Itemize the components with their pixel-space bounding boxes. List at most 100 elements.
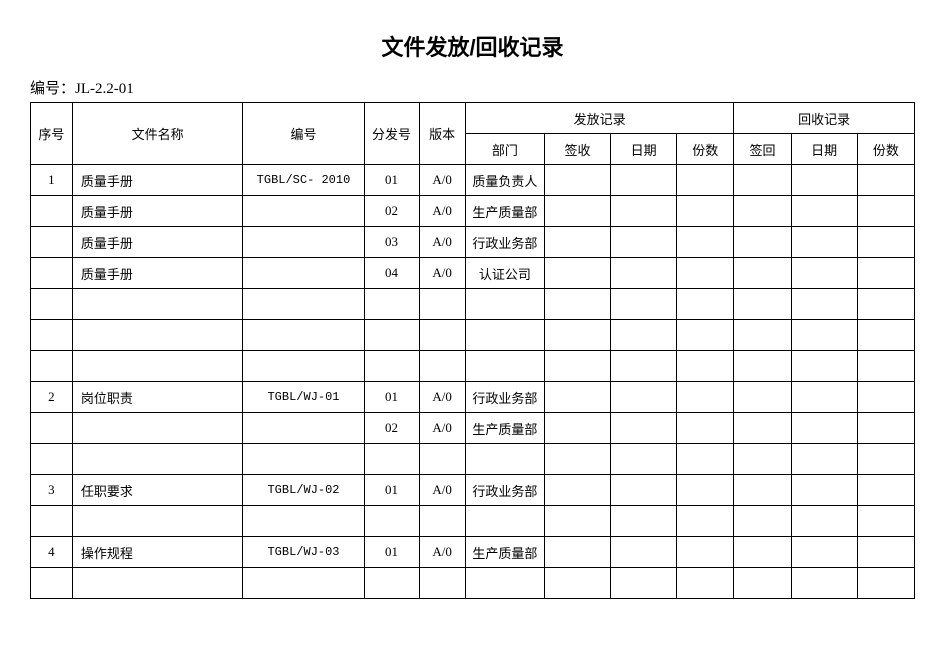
cell-date	[611, 537, 677, 568]
header-code: 编号	[243, 103, 364, 165]
cell-retDate	[791, 568, 857, 599]
table-row: 02A/0生产质量部	[31, 413, 915, 444]
header-issue-group: 发放记录	[465, 103, 734, 134]
cell-retCopies	[857, 196, 914, 227]
cell-dept: 生产质量部	[465, 537, 544, 568]
cell-retCopies	[857, 351, 914, 382]
document-number: 编号：JL-2.2-01	[30, 77, 915, 98]
cell-sign	[545, 165, 611, 196]
table-row: 2岗位职责TGBL/WJ-0101A/0行政业务部	[31, 382, 915, 413]
cell-code: TGBL/WJ-03	[243, 537, 364, 568]
header-seq: 序号	[31, 103, 73, 165]
header-date: 日期	[611, 134, 677, 165]
cell-sign	[545, 351, 611, 382]
cell-sign	[545, 382, 611, 413]
cell-ver	[419, 568, 465, 599]
cell-seq: 2	[31, 382, 73, 413]
cell-seq	[31, 444, 73, 475]
cell-retSign	[734, 382, 791, 413]
cell-seq	[31, 258, 73, 289]
cell-ver: A/0	[419, 475, 465, 506]
cell-retDate	[791, 413, 857, 444]
cell-date	[611, 382, 677, 413]
table-row: 质量手册 04A/0认证公司	[31, 258, 915, 289]
cell-code	[243, 258, 364, 289]
cell-ver: A/0	[419, 258, 465, 289]
cell-retSign	[734, 289, 791, 320]
cell-dept: 认证公司	[465, 258, 544, 289]
cell-retDate	[791, 537, 857, 568]
cell-dist: 03	[364, 227, 419, 258]
record-table: 序号 文件名称 编号 分发号 版本 发放记录 回收记录 部门 签收 日期 份数 …	[30, 102, 915, 599]
header-ret-sign: 签回	[734, 134, 791, 165]
cell-date	[611, 506, 677, 537]
cell-dist	[364, 506, 419, 537]
cell-ver: A/0	[419, 227, 465, 258]
cell-retDate	[791, 351, 857, 382]
cell-retCopies	[857, 227, 914, 258]
cell-dist: 04	[364, 258, 419, 289]
cell-dist	[364, 320, 419, 351]
cell-dept	[465, 289, 544, 320]
cell-retSign	[734, 506, 791, 537]
cell-retCopies	[857, 258, 914, 289]
table-row: 3任职要求TGBL/WJ-0201A/0行政业务部	[31, 475, 915, 506]
cell-date	[611, 320, 677, 351]
cell-retSign	[734, 196, 791, 227]
header-dept: 部门	[465, 134, 544, 165]
cell-date	[611, 568, 677, 599]
cell-code	[243, 227, 364, 258]
cell-dist: 01	[364, 537, 419, 568]
table-row: 1质量手册TGBL/SC- 201001A/0质量负责人	[31, 165, 915, 196]
cell-copies	[677, 568, 734, 599]
cell-dept: 生产质量部	[465, 413, 544, 444]
cell-dept	[465, 506, 544, 537]
cell-name: 质量手册	[72, 165, 243, 196]
cell-copies	[677, 196, 734, 227]
header-sign: 签收	[545, 134, 611, 165]
cell-dist: 02	[364, 196, 419, 227]
table-row: 质量手册02A/0生产质量部	[31, 196, 915, 227]
header-copies: 份数	[677, 134, 734, 165]
cell-copies	[677, 165, 734, 196]
cell-code	[243, 413, 364, 444]
cell-copies	[677, 506, 734, 537]
header-ret-copies: 份数	[857, 134, 914, 165]
cell-sign	[545, 537, 611, 568]
cell-retSign	[734, 444, 791, 475]
cell-retSign	[734, 320, 791, 351]
cell-retCopies	[857, 568, 914, 599]
cell-copies	[677, 351, 734, 382]
cell-date	[611, 475, 677, 506]
cell-dist: 01	[364, 382, 419, 413]
cell-date	[611, 289, 677, 320]
cell-retCopies	[857, 506, 914, 537]
cell-name: 质量手册	[72, 258, 243, 289]
cell-seq	[31, 568, 73, 599]
table-header: 序号 文件名称 编号 分发号 版本 发放记录 回收记录 部门 签收 日期 份数 …	[31, 103, 915, 165]
cell-copies	[677, 320, 734, 351]
table-body: 1质量手册TGBL/SC- 201001A/0质量负责人质量手册02A/0生产质…	[31, 165, 915, 599]
cell-name: 操作规程	[72, 537, 243, 568]
cell-sign	[545, 289, 611, 320]
cell-dist: 01	[364, 165, 419, 196]
table-row	[31, 320, 915, 351]
cell-ver	[419, 320, 465, 351]
cell-sign	[545, 444, 611, 475]
cell-dept	[465, 351, 544, 382]
cell-code: TGBL/SC- 2010	[243, 165, 364, 196]
cell-retDate	[791, 475, 857, 506]
cell-copies	[677, 413, 734, 444]
cell-code	[243, 506, 364, 537]
header-ver: 版本	[419, 103, 465, 165]
cell-seq	[31, 351, 73, 382]
cell-dist	[364, 444, 419, 475]
cell-dept	[465, 568, 544, 599]
cell-dept	[465, 444, 544, 475]
cell-retDate	[791, 227, 857, 258]
cell-code	[243, 444, 364, 475]
table-row	[31, 506, 915, 537]
cell-retCopies	[857, 382, 914, 413]
cell-dist	[364, 351, 419, 382]
cell-sign	[545, 258, 611, 289]
